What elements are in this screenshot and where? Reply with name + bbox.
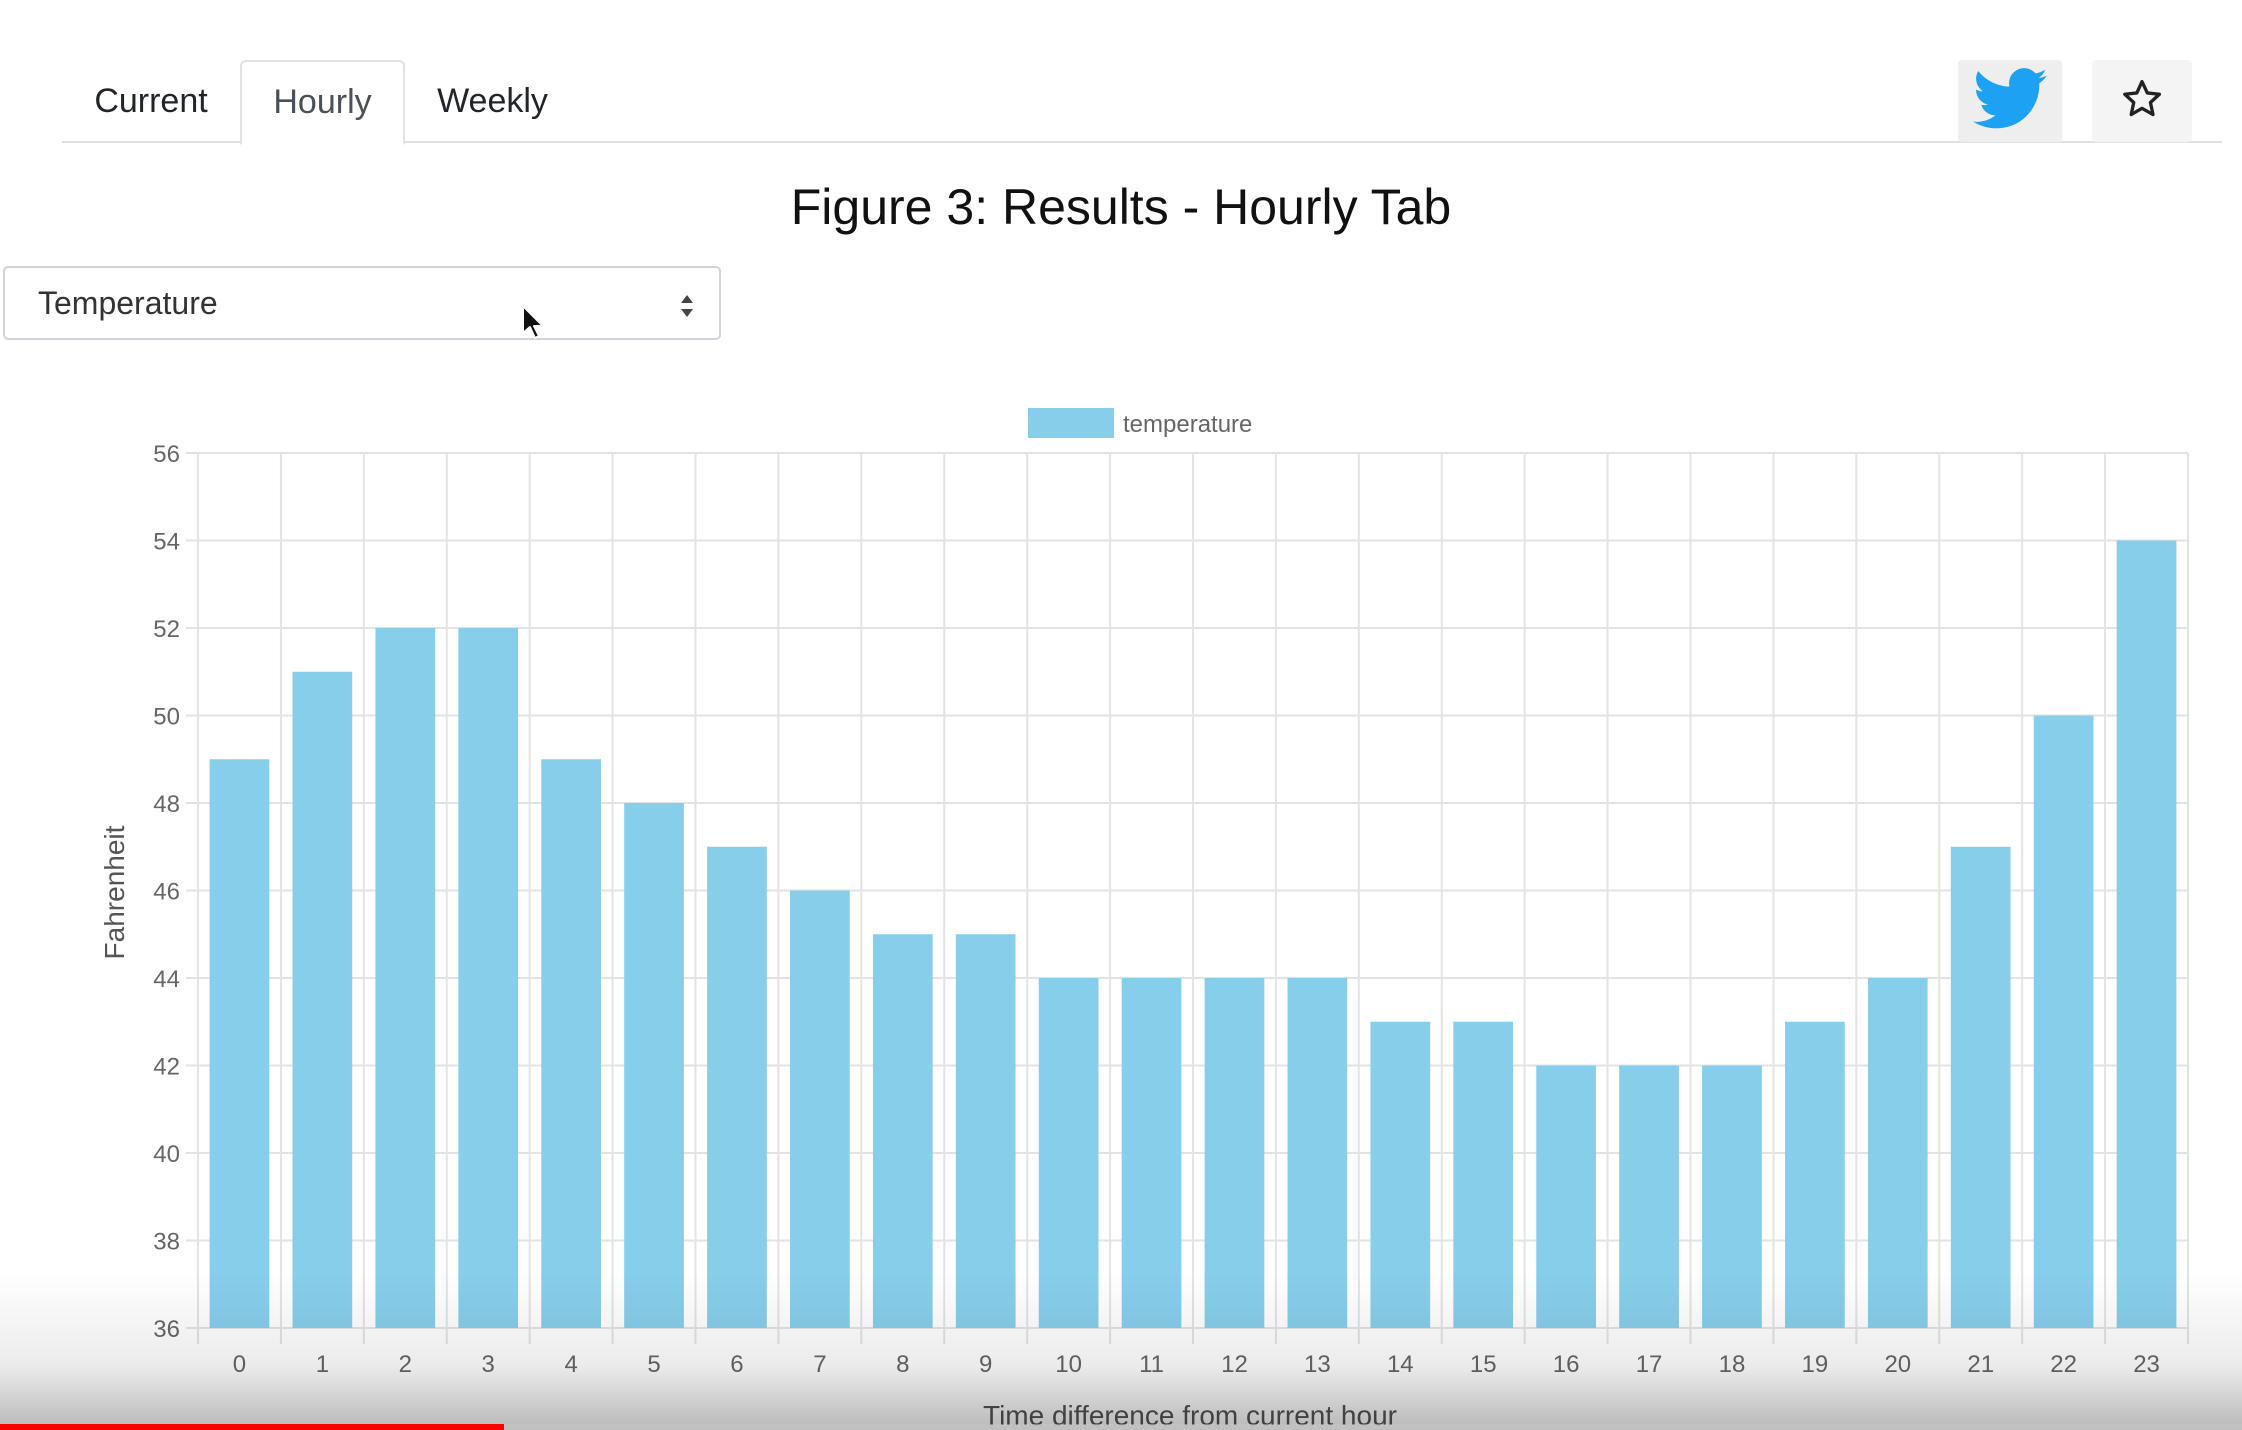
y-axis-title: Fahrenheit: [99, 825, 130, 959]
x-tick-label: 18: [1719, 1351, 1746, 1378]
y-tick-label: 42: [153, 1054, 180, 1081]
y-tick-label: 52: [153, 616, 180, 643]
x-tick-label: 17: [1636, 1351, 1663, 1378]
bar: [707, 846, 767, 1328]
favorite-button[interactable]: [2092, 60, 2192, 142]
x-tick-label: 22: [2050, 1351, 2077, 1378]
x-tick-label: 5: [647, 1351, 660, 1378]
x-tick-label: 19: [1802, 1351, 1829, 1378]
y-tick-label: 40: [153, 1141, 180, 1168]
bar: [1785, 1021, 1845, 1328]
bar: [1950, 846, 2011, 1328]
tab-weekly[interactable]: Weekly: [437, 82, 548, 120]
star-outline-icon: [2120, 77, 2164, 126]
bar: [2116, 540, 2177, 1328]
bar: [1702, 1065, 1762, 1328]
tab-hourly[interactable]: Hourly: [240, 60, 405, 145]
bar: [624, 803, 684, 1328]
y-tick-label: 54: [153, 529, 180, 556]
video-progress-bar[interactable]: [0, 1424, 2242, 1430]
legend-swatch: [1028, 408, 1114, 438]
bar: [2033, 715, 2094, 1328]
x-tick-label: 4: [564, 1351, 577, 1378]
tab-current[interactable]: Current: [94, 82, 208, 120]
select-arrows-icon: [679, 290, 695, 327]
video-progress-fill: [0, 1424, 505, 1430]
bar: [541, 759, 601, 1328]
bar: [1867, 978, 1928, 1328]
y-tick-label: 56: [153, 441, 180, 468]
x-tick-label: 6: [730, 1351, 743, 1378]
twitter-button[interactable]: [1958, 60, 2062, 142]
x-tick-label: 9: [979, 1351, 992, 1378]
bar: [872, 934, 933, 1328]
x-tick-label: 2: [399, 1351, 412, 1378]
figure-title: Figure 3: Results - Hourly Tab: [790, 179, 1452, 235]
x-tick-label: 11: [1139, 1351, 1164, 1378]
bar: [1121, 978, 1182, 1328]
x-tick-label: 7: [813, 1351, 826, 1378]
x-tick-label: 23: [2133, 1351, 2160, 1378]
x-tick-label: 12: [1221, 1351, 1248, 1378]
bar: [790, 890, 850, 1328]
bar: [1536, 1065, 1596, 1328]
bar: [209, 759, 270, 1328]
x-tick-label: 13: [1304, 1351, 1331, 1378]
x-tick-label: 20: [1884, 1351, 1911, 1378]
metric-select-value: Temperature: [38, 284, 218, 321]
bar: [1287, 978, 1348, 1328]
bar: [1619, 1065, 1679, 1328]
bar: [955, 934, 1016, 1328]
mouse-cursor-icon: [522, 305, 544, 346]
legend-label: temperature: [1123, 411, 1252, 438]
metric-select[interactable]: Temperature: [3, 266, 721, 340]
bar: [1204, 978, 1265, 1328]
y-tick-label: 36: [153, 1316, 180, 1343]
y-tick-label: 50: [153, 704, 180, 731]
x-tick-label: 15: [1470, 1351, 1497, 1378]
x-tick-label: 8: [896, 1351, 909, 1378]
bar: [458, 628, 519, 1328]
x-tick-label: 16: [1553, 1351, 1580, 1378]
tab-bar: Current Hourly Weekly: [62, 60, 2222, 145]
x-tick-label: 1: [316, 1351, 329, 1378]
y-tick-label: 46: [153, 879, 180, 906]
x-tick-label: 14: [1387, 1351, 1414, 1378]
x-tick-label: 21: [1967, 1351, 1994, 1378]
y-tick-label: 48: [153, 791, 180, 818]
bar: [1453, 1021, 1514, 1328]
bar: [1038, 978, 1099, 1328]
bar: [375, 628, 436, 1328]
y-tick-label: 38: [153, 1229, 180, 1256]
x-tick-label: 0: [233, 1351, 246, 1378]
x-tick-label: 3: [482, 1351, 495, 1378]
bar: [292, 671, 353, 1328]
bar: [1370, 1021, 1431, 1328]
x-tick-label: 10: [1055, 1351, 1082, 1378]
twitter-bird-icon: [1973, 67, 2047, 135]
y-tick-label: 44: [153, 966, 180, 993]
